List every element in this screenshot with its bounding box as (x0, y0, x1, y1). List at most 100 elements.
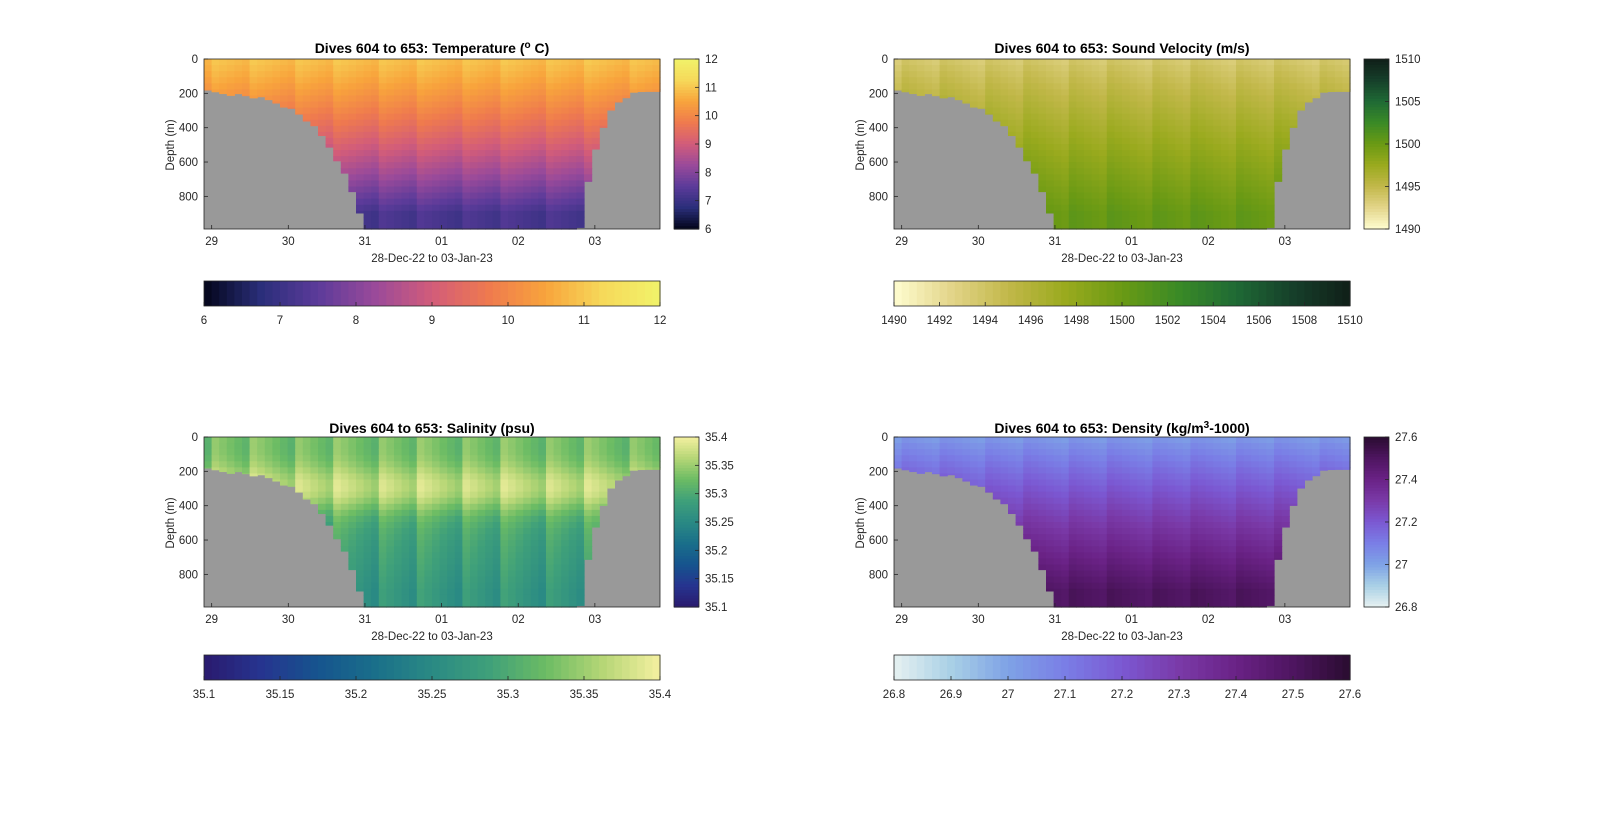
heatmap-cell (401, 473, 410, 481)
heatmap-cell (454, 210, 463, 218)
heatmap-cell (348, 443, 357, 450)
heatmap-cell (325, 485, 334, 493)
heatmap-cell (1175, 113, 1184, 121)
heatmap-cell (1144, 528, 1153, 535)
heatmap-cell (1228, 564, 1237, 572)
heatmap-cell (1144, 156, 1153, 163)
heatmap-cell (1167, 150, 1176, 157)
heatmap-cell (333, 89, 342, 97)
heatmap-cell (234, 83, 243, 90)
heatmap-cell (1122, 582, 1131, 590)
colorbar-segment (462, 655, 471, 680)
heatmap-cell (470, 582, 479, 590)
heatmap-cell (1205, 515, 1214, 523)
colorbar-segment (674, 81, 699, 86)
heatmap-cell (584, 101, 593, 109)
colorbar-segment (932, 281, 941, 306)
colorbar-segment (538, 281, 547, 306)
heatmap-cell (1220, 71, 1229, 78)
heatmap-cell (340, 534, 349, 541)
heatmap-cell (454, 119, 463, 127)
heatmap-cell (1068, 600, 1077, 608)
heatmap-cell (219, 449, 228, 456)
heatmap-cell (1198, 162, 1207, 169)
colorbar-segment (674, 473, 699, 478)
heatmap-cell (1144, 150, 1153, 157)
heatmap-cell (340, 528, 349, 535)
heatmap-cell (280, 77, 289, 84)
colorbar-segment (939, 281, 948, 306)
heatmap-cell (1220, 600, 1229, 608)
heatmap-cell (1015, 95, 1024, 103)
heatmap-cell (1129, 576, 1138, 584)
heatmap-cell (1190, 588, 1199, 596)
heatmap-cell (1152, 534, 1161, 541)
heatmap-cell (1061, 582, 1070, 590)
heatmap-cell (1152, 198, 1161, 206)
heatmap-cell (447, 168, 456, 175)
heatmap-cell (1205, 528, 1214, 535)
heatmap-cell (576, 558, 585, 566)
heatmap-cell (523, 89, 532, 97)
colorbar-segment (674, 490, 699, 495)
heatmap-cell (356, 461, 365, 468)
heatmap-cell (599, 77, 608, 84)
heatmap-cell (1190, 485, 1199, 493)
heatmap-cell (371, 131, 380, 139)
heatmap-cell (584, 162, 593, 169)
heatmap-cell (1304, 65, 1313, 72)
heatmap-cell (1015, 491, 1024, 499)
heatmap-cell (1167, 443, 1176, 450)
heatmap-cell (1023, 509, 1032, 517)
heatmap-cell (1243, 515, 1252, 523)
heatmap-cell (1205, 95, 1214, 103)
heatmap-cell (1030, 71, 1039, 78)
panel-salinity: Dives 604 to 653: Salinity (psu) 0200400… (165, 420, 734, 701)
heatmap-cell (477, 509, 486, 517)
heatmap-cell (1251, 588, 1260, 596)
heatmap-cell (977, 71, 986, 78)
heatmap-cell (386, 180, 395, 188)
heatmap-cell (1205, 198, 1214, 206)
heatmap-cell (1015, 113, 1024, 121)
heatmap-cell (1053, 552, 1062, 560)
heatmap-cell (637, 77, 646, 84)
heatmap-cell (432, 515, 441, 523)
heatmap-cell (1137, 119, 1146, 127)
heatmap-cell (1228, 204, 1237, 212)
heatmap-cell (962, 83, 971, 90)
heatmap-cell (1236, 449, 1245, 456)
heatmap-cell (1030, 479, 1039, 487)
heatmap-cell (1274, 101, 1283, 109)
heatmap-cell (508, 89, 517, 97)
heatmap-cell (1236, 588, 1245, 596)
heatmap-cell (287, 461, 296, 468)
heatmap-cell (523, 113, 532, 121)
colorbar-segment (674, 581, 699, 585)
heatmap-cell (492, 534, 501, 541)
heatmap-cell (310, 119, 319, 127)
heatmap-cell (1122, 485, 1131, 493)
heatmap-cell (568, 437, 577, 444)
heatmap-cell (1190, 528, 1199, 535)
heatmap-cell (424, 83, 433, 90)
heatmap-cell (416, 216, 425, 224)
heatmap-cell (424, 95, 433, 103)
heatmap-cell (584, 534, 593, 541)
heatmap-cell (568, 119, 577, 127)
heatmap-cell (530, 443, 539, 450)
heatmap-cell (409, 113, 418, 121)
heatmap-cell (310, 449, 319, 456)
heatmap-cell (424, 449, 433, 456)
heatmap-cell (386, 119, 395, 127)
heatmap-cell (295, 95, 304, 103)
heatmap-cell (401, 71, 410, 78)
heatmap-cell (378, 162, 387, 169)
heatmap-cell (340, 546, 349, 552)
heatmap-cell (515, 600, 524, 608)
heatmap-cell (409, 594, 418, 602)
heatmap-cell (561, 162, 570, 169)
heatmap-cell (1129, 582, 1138, 590)
heatmap-cell (1220, 576, 1229, 584)
colorbar-segment (234, 281, 243, 306)
